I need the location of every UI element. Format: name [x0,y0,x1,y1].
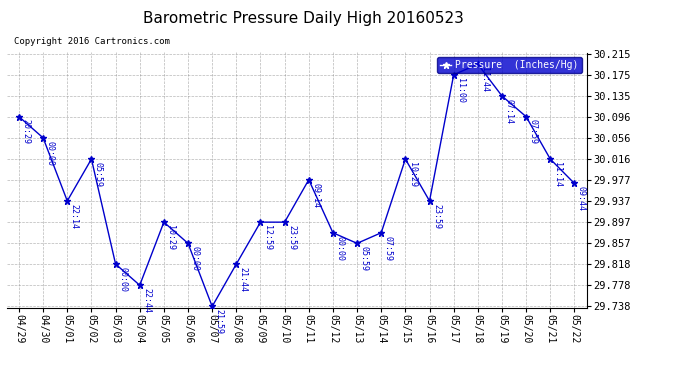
Text: 09:44: 09:44 [577,186,586,211]
Text: 23:59: 23:59 [287,225,296,250]
Text: 11:44: 11:44 [480,67,489,92]
Text: Barometric Pressure Daily High 20160523: Barometric Pressure Daily High 20160523 [143,11,464,26]
Text: 22:14: 22:14 [70,204,79,229]
Text: Copyright 2016 Cartronics.com: Copyright 2016 Cartronics.com [14,38,170,46]
Text: 09:14: 09:14 [311,183,320,207]
Text: 10:29: 10:29 [166,225,175,250]
Text: 10:29: 10:29 [408,162,417,187]
Text: 23:59: 23:59 [432,204,441,229]
Text: 20:29: 20:29 [21,119,30,144]
Text: 07:14: 07:14 [504,99,513,124]
Text: 00:00: 00:00 [190,246,199,271]
Text: 05:59: 05:59 [359,246,368,271]
Legend: Pressure  (Inches/Hg): Pressure (Inches/Hg) [437,57,582,73]
Text: 07:59: 07:59 [384,236,393,261]
Text: 21:59: 21:59 [215,309,224,334]
Text: 07:59: 07:59 [529,119,538,144]
Text: 05:59: 05:59 [94,162,103,187]
Text: 12:59: 12:59 [263,225,272,250]
Text: 11:14: 11:14 [553,162,562,187]
Text: 00:00: 00:00 [46,141,55,166]
Text: 21:44: 21:44 [239,267,248,292]
Text: 00:00: 00:00 [118,267,127,292]
Text: 11:00: 11:00 [456,78,465,102]
Text: 00:00: 00:00 [335,236,344,261]
Text: 22:44: 22:44 [142,288,151,313]
